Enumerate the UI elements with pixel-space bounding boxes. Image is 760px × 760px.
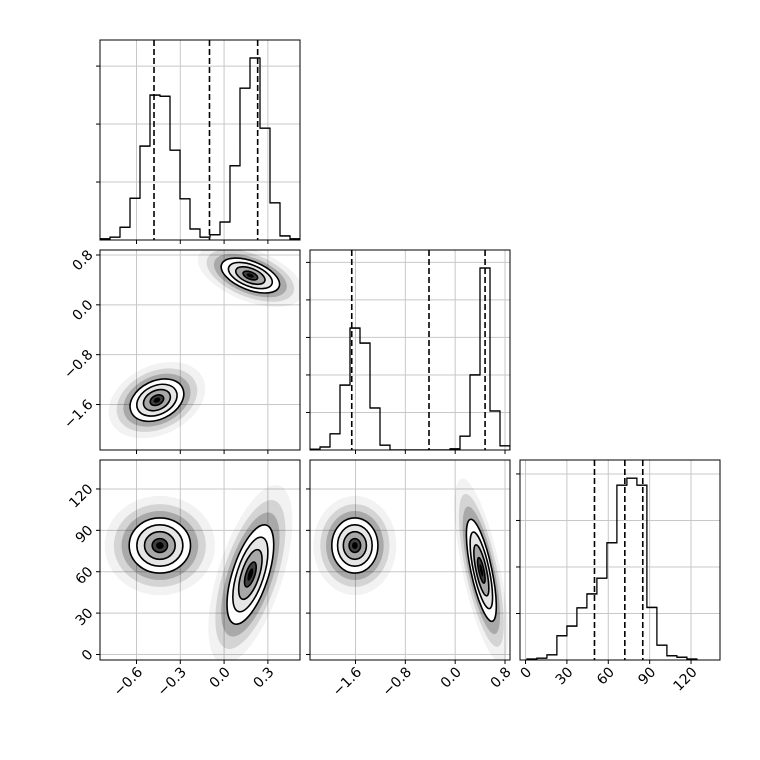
density-mode	[104, 495, 216, 596]
panel-frame	[309, 249, 511, 451]
density-mode	[197, 250, 300, 307]
plot-area	[100, 460, 300, 660]
x-tick-label: 30	[553, 664, 577, 688]
histogram-outline	[310, 267, 510, 450]
panel	[96, 39, 301, 244]
x-tick-label: 120	[670, 664, 700, 694]
panel-frame	[99, 249, 301, 451]
panel-frame	[99, 459, 301, 661]
x-tick-label: −0.6	[111, 664, 146, 699]
x-tick-label: 0.8	[488, 664, 515, 691]
panel: −0.6 −0.3 0.0 0.3 0 30 60 90 120	[66, 459, 301, 700]
density-peak	[479, 563, 484, 577]
x-tick-label: 0.0	[438, 664, 465, 691]
density-peak	[247, 568, 254, 581]
x-tick-label: 60	[594, 664, 618, 688]
density-peak	[246, 273, 255, 278]
x-tick-label: 90	[635, 664, 659, 688]
panel-frame	[519, 459, 721, 661]
x-tick-label: −0.3	[155, 664, 190, 699]
y-tick-label: 0.8	[69, 247, 96, 274]
panel: −1.6 −0.8 0.0 0.8	[61, 247, 301, 454]
y-tick-label: 60	[73, 564, 97, 588]
y-tick-label: 0	[79, 647, 97, 665]
x-tick-label: −0.8	[380, 664, 415, 699]
histogram-outline	[526, 477, 698, 660]
density-peak	[351, 542, 358, 549]
histogram-outline	[100, 57, 300, 240]
density-peak	[153, 397, 161, 403]
x-tick-label: 0.0	[207, 664, 234, 691]
y-tick-label: 90	[73, 523, 97, 547]
x-tick-label: −1.6	[330, 664, 365, 699]
panel: 0 30 60 90 120	[516, 459, 721, 695]
plot-area	[520, 460, 720, 660]
x-tick-label: 0.3	[250, 664, 277, 691]
plot-area	[100, 40, 300, 240]
panel	[306, 249, 511, 454]
x-tick-label: 0	[518, 664, 536, 682]
panel: −1.6 −0.8 0.0 0.8	[306, 459, 515, 700]
y-tick-label: −0.8	[61, 347, 96, 382]
density-mode	[454, 478, 509, 660]
y-tick-label: 120	[66, 481, 96, 511]
y-tick-label: −1.6	[61, 397, 96, 432]
density-mode	[313, 495, 397, 596]
plot-area	[310, 250, 510, 450]
density-mode	[208, 485, 293, 660]
density-mode	[108, 362, 206, 439]
plot-area	[310, 460, 510, 660]
density-peak	[156, 542, 164, 549]
y-tick-label: 30	[73, 605, 97, 629]
panel-frame	[309, 459, 511, 661]
plot-area	[100, 250, 300, 450]
y-tick-label: 0.0	[69, 297, 96, 324]
panel-frame	[99, 39, 301, 241]
